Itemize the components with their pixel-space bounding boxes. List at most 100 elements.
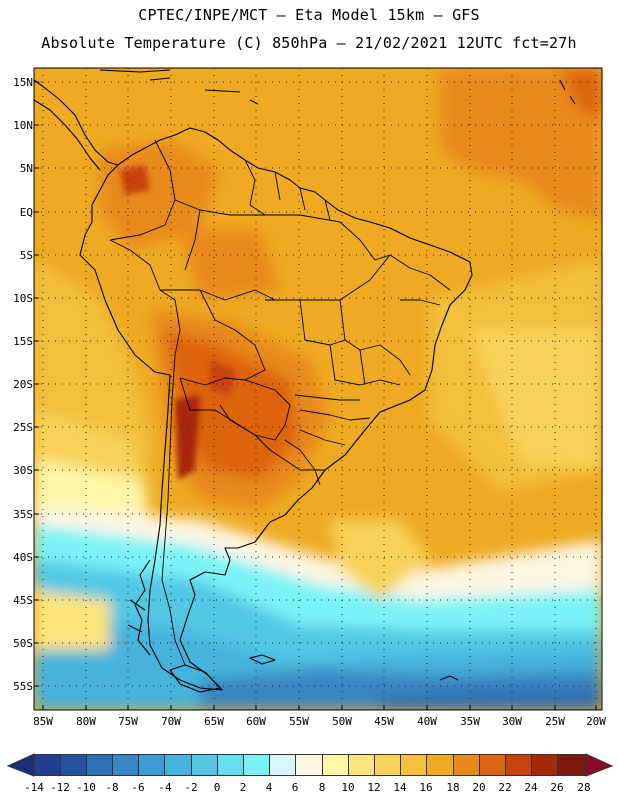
field-atlantic-warm: [440, 68, 602, 220]
border-brazil-north: [184, 209, 341, 271]
lon-label-80w: 80W: [76, 715, 96, 728]
colorbar-box: [34, 754, 61, 776]
colorbar-label: 0: [213, 781, 221, 794]
border-colombia-venezuela: [109, 139, 231, 241]
lon-label-70w: 70W: [161, 715, 181, 728]
lat-label-5s: 5S: [19, 249, 33, 262]
colorbar-box: [191, 754, 218, 776]
chile-fjords: [127, 559, 151, 656]
field-atlantic-cool: [470, 330, 602, 470]
map-frame: [33, 67, 603, 711]
lon-label-45w: 45W: [374, 715, 394, 728]
axis-ticks: [34, 81, 597, 710]
colorbar-label: 22: [498, 781, 512, 794]
colorbar-box: [322, 754, 349, 776]
lat-label-10s: 10S: [13, 292, 33, 305]
colorbar-box: [400, 754, 427, 776]
border-peru-bolivia: [109, 239, 276, 356]
lat-label-20s: 20S: [13, 378, 33, 391]
colorbar-box: [479, 754, 506, 776]
field-north-andes-warm: [100, 140, 220, 250]
colorbar-box: [348, 754, 375, 776]
border-bolivia-brazil: [179, 289, 266, 386]
colorbar-over-arrow: [585, 753, 614, 777]
colorbar-label: 12: [367, 781, 381, 794]
colorbar-label: 28: [577, 781, 591, 794]
colorbar-box: [557, 754, 586, 776]
lon-label-35w: 35W: [460, 715, 480, 728]
colorbar-box: [164, 754, 192, 776]
colorbar-label: 8: [318, 781, 326, 794]
colorbar-label: 14: [393, 781, 407, 794]
colorbar-under-arrow: [6, 753, 35, 777]
lon-label-40w: 40W: [417, 715, 437, 728]
south-georgia: [439, 675, 459, 681]
lat-label-5n: 5N: [19, 162, 33, 175]
lon-label-65w: 65W: [204, 715, 224, 728]
lat-label-15n: 15N: [13, 76, 33, 89]
colorbar-label: 6: [291, 781, 299, 794]
colorbar-label: 20: [472, 781, 486, 794]
lon-label-30w: 30W: [502, 715, 522, 728]
chart-title-line-1: CPTEC/INPE/MCT – Eta Model 15km – GFS: [138, 6, 480, 24]
lon-label-50w: 50W: [332, 715, 352, 728]
colorbar-label: 10: [341, 781, 355, 794]
colorbar-label: -4: [158, 781, 172, 794]
south-america-coastline: [79, 127, 473, 691]
lon-label-25w: 25W: [545, 715, 565, 728]
lat-label-10n: 10N: [13, 119, 33, 132]
field-band-m10: [380, 688, 602, 710]
lon-label-75w: 75W: [118, 715, 138, 728]
temperature-field: [34, 68, 602, 710]
field-andes-hotspot: [175, 395, 200, 480]
lat-label-45s: 45S: [13, 594, 33, 607]
colorbar-label: 24: [524, 781, 538, 794]
border-argentina-chile: [161, 354, 186, 666]
colorbar-box: [86, 754, 113, 776]
border-uruguay: [284, 439, 325, 486]
coastlines: [34, 69, 576, 693]
field-venezuela-hotspot: [120, 165, 150, 195]
colorbar-label: 18: [446, 781, 460, 794]
colorbar-label: 2: [239, 781, 247, 794]
colorbar-box: [217, 754, 244, 776]
colorbar-box: [60, 754, 87, 776]
country-borders: [109, 139, 451, 666]
lat-label-15s: 15S: [13, 335, 33, 348]
lat-label-30s: 30S: [13, 464, 33, 477]
caribbean-islands: [99, 69, 576, 105]
field-chaco-hotspot: [210, 360, 235, 395]
lat-label-55s: 55S: [13, 680, 33, 693]
falkland-islands: [249, 654, 276, 665]
colorbar-box: [112, 754, 139, 776]
colorbar-box: [531, 754, 558, 776]
colorbar-box: [243, 754, 270, 776]
field-atlantic-hot: [560, 68, 602, 120]
colorbar-box: [374, 754, 401, 776]
chart-title-line-2: Absolute Temperature (C) 850hPa – 21/02/…: [41, 34, 577, 52]
lat-label-40s: 40S: [13, 551, 33, 564]
field-pacific-pocket: [34, 590, 110, 650]
colorbar-label: 16: [419, 781, 433, 794]
border-venezuela-guyana: [244, 159, 331, 221]
lat-label-eq: EQ: [19, 206, 33, 219]
colorbar-label: -10: [76, 781, 96, 794]
central-america-coastline: [34, 79, 119, 171]
colorbar-box: [426, 754, 454, 776]
border-argentina-north: [179, 377, 301, 471]
lat-label-35s: 35S: [13, 508, 33, 521]
lon-label-60w: 60W: [246, 715, 266, 728]
colorbar-label: 4: [265, 781, 273, 794]
colorbar-label: -12: [50, 781, 70, 794]
field-continent-hot: [165, 330, 300, 480]
border-brazil-south: [299, 409, 371, 446]
border-brazil-states: [265, 221, 451, 401]
colorbar-box: [453, 754, 480, 776]
colorbar-label: 26: [550, 781, 564, 794]
colorbar-box: [269, 754, 296, 776]
colorbar-box: [505, 754, 532, 776]
colorbar-label: -14: [24, 781, 44, 794]
lon-label-55w: 55W: [289, 715, 309, 728]
colorbar-label: -2: [184, 781, 198, 794]
